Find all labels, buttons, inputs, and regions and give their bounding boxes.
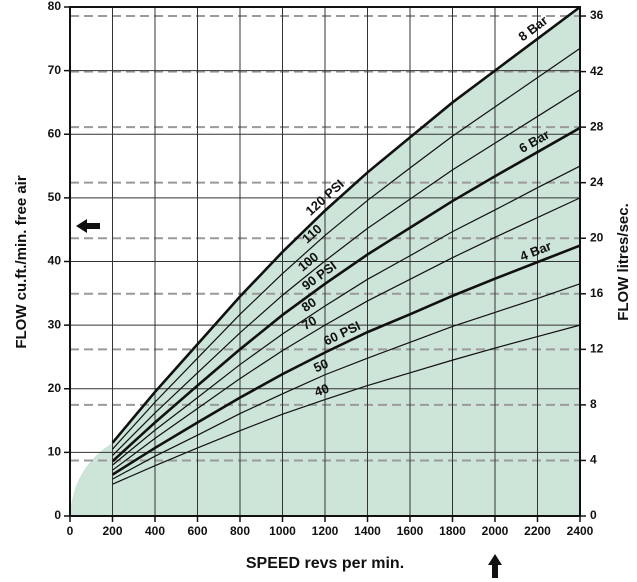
x-axis-label: SPEED revs per min. [246, 555, 404, 572]
curve-label: 70 [299, 313, 319, 333]
y-axis-label: FLOW cu.ft./min. free air [13, 175, 30, 349]
y-tick-label: 30 [48, 317, 62, 331]
flow-curve [111, 244, 581, 476]
y2-tick-label: 28 [590, 119, 604, 133]
flow-curve [112, 283, 581, 480]
curve-label: 50 [311, 356, 330, 376]
y2-tick-label: 42 [590, 64, 604, 78]
flow-curve [112, 47, 581, 450]
x-tick-label: 1600 [397, 524, 424, 538]
y2-tick-label: 8 [590, 397, 597, 411]
y-tick-label: 0 [54, 508, 61, 522]
flow-curve [112, 89, 581, 456]
y2-tick-label: 12 [590, 342, 604, 356]
x-tick-label: 1800 [439, 524, 466, 538]
y2-tick-label: 24 [590, 175, 604, 189]
y2-tick-label: 16 [590, 286, 604, 300]
y-tick-label: 70 [48, 63, 62, 77]
x-tick-label: 2200 [524, 524, 551, 538]
x-tick-label: 0 [67, 524, 74, 538]
y-tick-label: 80 [48, 0, 62, 13]
flow-curve [111, 126, 581, 463]
flow-curve [111, 5, 581, 444]
curve-label: 40 [312, 381, 331, 400]
x-tick-label: 2000 [482, 524, 509, 538]
x-tick-label: 2400 [567, 524, 594, 538]
y2-tick-label: 0 [590, 508, 597, 522]
y2-tick-label: 36 [590, 8, 604, 22]
y2-tick-label: 20 [590, 230, 604, 244]
left-arrow [76, 219, 100, 233]
y2-axis-label: FLOW litres/sec. [615, 203, 632, 321]
y-tick-label: 50 [48, 190, 62, 204]
x-tick-label: 600 [187, 524, 207, 538]
x-tick-label: 1200 [312, 524, 339, 538]
x-tick-label: 1400 [354, 524, 381, 538]
flow-curve [112, 324, 581, 485]
y-tick-label: 20 [48, 381, 62, 395]
x-tick-label: 1000 [269, 524, 296, 538]
flow-curve [112, 165, 581, 466]
x-tick-label: 800 [230, 524, 250, 538]
y-tick-label: 60 [48, 126, 62, 140]
x-tick-label: 200 [102, 524, 122, 538]
y-tick-label: 40 [48, 254, 62, 268]
x-tick-label: 400 [145, 524, 165, 538]
plot-border [69, 6, 581, 517]
y2-tick-label: 4 [590, 453, 597, 467]
flow-curve [112, 197, 581, 471]
up-arrow [488, 554, 502, 578]
y-tick-label: 10 [48, 445, 62, 459]
